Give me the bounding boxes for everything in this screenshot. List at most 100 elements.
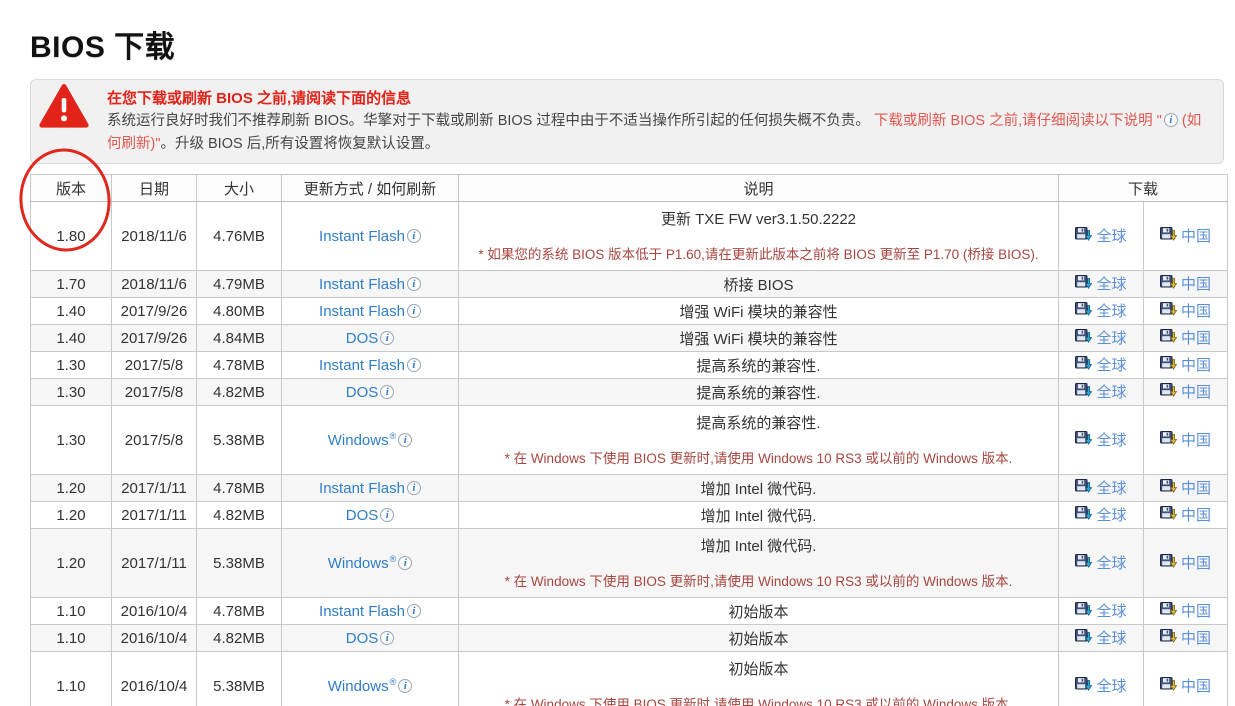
info-icon[interactable]: i [380,330,395,345]
download-china-link[interactable]: 中国 [1160,356,1211,374]
download-china-cell: 中国 [1142,624,1229,652]
download-china-icon [1160,602,1178,622]
flash-method-link[interactable]: Instant Flash [319,602,405,620]
download-china-icon [1160,329,1178,349]
flash-method-link[interactable]: Instant Flash [319,275,405,293]
download-link-label: 中国 [1181,330,1212,347]
download-china-icon [1160,227,1178,247]
download-global-link[interactable]: 全球 [1075,431,1127,449]
download-china-cell: 中国 [1142,351,1229,379]
info-icon[interactable]: i [406,357,421,372]
description-note: * 在 Windows 下使用 BIOS 更新时,请使用 Windows 10 … [504,451,1013,466]
download-global-link[interactable]: 全球 [1075,602,1127,620]
download-global-link[interactable]: 全球 [1075,479,1127,497]
flash-method-link[interactable]: DOS [345,506,379,524]
flash-method-link[interactable]: Instant Flash [319,302,405,320]
download-china-icon [1160,629,1178,649]
download-china-link[interactable]: 中国 [1160,302,1211,320]
download-china-icon [1160,383,1178,403]
download-link-label: 全球 [1096,384,1127,401]
download-china-link[interactable]: 中国 [1160,677,1211,695]
warning-how-to-flash-link[interactable]: (如何刷新)" [107,113,1202,152]
description-text: 初始版本 [728,603,789,621]
version-cell: 1.40 [30,297,112,325]
flash-method-link[interactable]: DOS [345,329,379,347]
date-cell: 2018/11/6 [111,270,197,298]
download-link-label: 全球 [1096,276,1127,293]
table-row: 1.20 2017/1/11 4.78MB Instant Flash i 增加 Inte… [30,474,1229,502]
download-china-icon [1160,431,1178,451]
info-icon[interactable]: i [406,228,421,243]
flash-method-link[interactable]: Windows® [327,677,397,695]
download-china-link[interactable]: 中国 [1160,383,1211,403]
info-icon[interactable]: i [380,507,395,522]
description-note: * 如果您的系统 BIOS 版本低于 P1.60,请在更新此版本之前将 BIOS… [478,247,1039,262]
download-china-link[interactable]: 中国 [1160,479,1211,497]
download-global-link[interactable]: 全球 [1075,554,1127,572]
download-china-link[interactable]: 中国 [1160,602,1211,622]
download-global-cell: 全球 [1058,324,1144,352]
info-icon[interactable]: i [398,679,413,693]
download-link-label: 全球 [1096,555,1127,572]
description-cell: 增强 WiFi 模块的兼容性 [458,324,1059,352]
download-china-link[interactable]: 中国 [1160,431,1211,451]
download-global-link[interactable]: 全球 [1075,329,1127,347]
info-icon[interactable]: i [398,556,413,570]
download-link-label: 全球 [1096,678,1127,695]
download-link-label: 全球 [1096,480,1127,497]
info-icon[interactable]: i [406,603,421,618]
download-global-icon [1075,275,1093,295]
bios-table-body: 1.80 2018/11/6 4.76MB Instant Flash i 更新 TXE … [30,201,1229,706]
download-global-link[interactable]: 全球 [1075,275,1127,295]
download-global-link[interactable]: 全球 [1075,677,1127,695]
info-icon[interactable]: i [406,303,421,318]
version-cell: 1.20 [30,474,112,502]
table-row: 1.10 2016/10/4 5.38MB Windows® i 初始版本 * 在 Wind… [30,651,1229,706]
warning-red-link[interactable]: 下载或刷新 BIOS 之前,请仔细阅读以下说明 " [873,113,1162,129]
version-cell: 1.30 [30,405,112,475]
method-cell: Instant Flash i [281,351,459,379]
download-global-link[interactable]: 全球 [1075,629,1127,647]
flash-method-link[interactable]: Windows® [327,554,397,572]
download-global-link[interactable]: 全球 [1075,383,1127,401]
header-date: 日期 [111,174,197,202]
description-text: 桥接 BIOS [723,276,794,294]
info-icon[interactable]: i [380,630,395,645]
info-icon[interactable]: i [1163,113,1178,127]
info-icon[interactable]: i [406,480,421,495]
download-global-link[interactable]: 全球 [1075,227,1127,245]
flash-method-link[interactable]: DOS [345,629,379,647]
download-china-icon [1160,506,1178,526]
download-global-link[interactable]: 全球 [1075,356,1127,374]
size-cell: 4.79MB [196,270,282,298]
download-china-link[interactable]: 中国 [1160,275,1211,293]
download-china-link[interactable]: 中国 [1160,554,1211,572]
header-description: 说明 [458,174,1059,202]
date-cell: 2016/10/4 [111,597,197,625]
flash-method-link[interactable]: DOS [345,383,379,401]
description-text: 提高系统的兼容性. [696,384,821,402]
download-china-cell: 中国 [1142,651,1229,706]
download-china-link[interactable]: 中国 [1160,329,1212,349]
download-china-link[interactable]: 中国 [1160,629,1211,649]
info-icon[interactable]: i [398,433,413,447]
download-global-cell: 全球 [1058,597,1144,625]
download-china-link[interactable]: 中国 [1160,506,1211,526]
method-cell: Windows® i [281,651,459,706]
flash-method-link[interactable]: Windows® [327,431,397,449]
table-row: 1.30 2017/5/8 4.78MB Instant Flash i 提高系统的兼容性… [30,351,1229,379]
version-cell: 1.40 [30,324,112,352]
download-global-cell: 全球 [1058,201,1144,271]
size-cell: 4.82MB [196,378,282,406]
download-global-link[interactable]: 全球 [1075,506,1127,524]
download-china-link[interactable]: 中国 [1160,227,1211,247]
flash-method-link[interactable]: Instant Flash [319,227,405,245]
flash-method-link[interactable]: Instant Flash [319,479,405,497]
size-cell: 4.78MB [196,597,282,625]
download-global-link[interactable]: 全球 [1075,302,1127,320]
download-global-cell: 全球 [1058,297,1144,325]
flash-method-link[interactable]: Instant Flash [319,356,405,374]
info-icon[interactable]: i [406,276,421,291]
info-icon[interactable]: i [380,384,395,399]
description-cell: 初始版本 [458,597,1059,625]
